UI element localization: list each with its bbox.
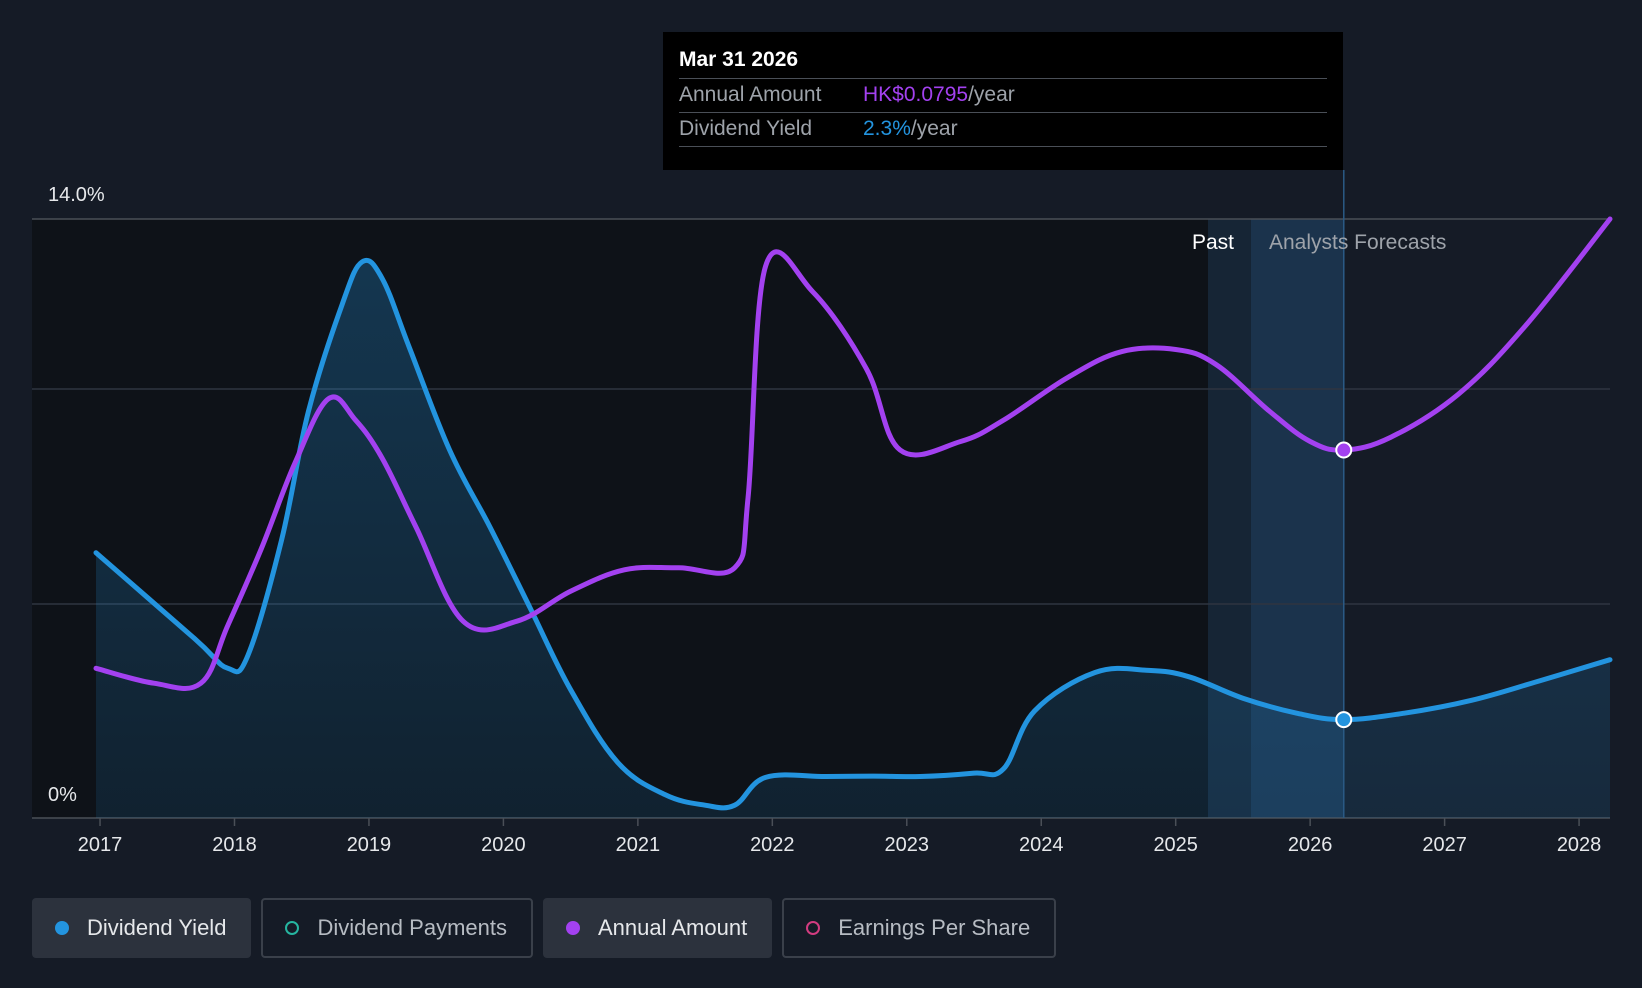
- x-tick-label: 2017: [78, 834, 123, 856]
- tooltip-annual-amount-label: Annual Amount: [679, 83, 822, 106]
- x-tick-label: 2028: [1557, 834, 1602, 856]
- legend-earnings-per-share-dot-icon: [806, 921, 821, 935]
- data-tooltip: Mar 31 2026 Annual Amount HK$0.0795 /yea…: [663, 32, 1343, 170]
- x-tick-label: 2027: [1422, 834, 1467, 856]
- annual-amount-point-marker[interactable]: [1335, 441, 1353, 459]
- tooltip-annual-amount-unit: /year: [968, 83, 1015, 106]
- x-tick-label: 2022: [750, 834, 795, 856]
- y-axis-max-label: 14.0%: [48, 184, 105, 206]
- x-tick-label: 2018: [212, 834, 257, 856]
- tooltip-annual-amount-row: Annual Amount HK$0.0795 /year: [679, 78, 1327, 112]
- x-tick-label: 2021: [616, 834, 661, 856]
- x-tick-label: 2023: [885, 834, 930, 856]
- legend-annual-amount-dot-icon: [565, 921, 580, 935]
- legend-dividend-payments-label: Dividend Payments: [317, 915, 507, 940]
- y-axis-min-label: 0%: [48, 784, 77, 806]
- dividend-yield-area: [96, 260, 1610, 818]
- tooltip-dividend-yield-value: 2.3%: [863, 117, 911, 140]
- dividend-yield-point-marker[interactable]: [1335, 711, 1353, 729]
- legend-annual-amount-label: Annual Amount: [597, 915, 748, 940]
- x-tick-label: 2025: [1153, 834, 1198, 856]
- past-region-label: Past: [1192, 231, 1234, 254]
- x-tick-label: 2020: [481, 834, 526, 856]
- x-tick-label: 2024: [1019, 834, 1064, 856]
- legend-dividend-payments-toggle[interactable]: Dividend Payments: [261, 898, 533, 958]
- annual-amount-line[interactable]: [93, 216, 1613, 691]
- legend-dividend-yield-dot-icon: [55, 921, 69, 935]
- legend-dividend-yield-toggle[interactable]: Dividend Yield: [32, 898, 252, 958]
- legend-dividend-payments-dot-icon: [285, 921, 300, 935]
- dividend-chart: 14.0% 0% Past Analysts Forecasts 2017 201…: [32, 170, 1613, 856]
- tooltip-annual-amount-value: HK$0.0795: [863, 83, 969, 106]
- legend-earnings-per-share-label: Earnings Per Share: [838, 915, 1031, 940]
- tooltip-date: Mar 31 2026: [679, 48, 799, 71]
- tooltip-dividend-yield-unit: /year: [910, 117, 958, 140]
- legend-annual-amount-toggle[interactable]: Annual Amount: [542, 898, 773, 958]
- chart-legend: Dividend Yield Dividend Payments Annual …: [32, 898, 1057, 958]
- tooltip-dividend-yield-label: Dividend Yield: [679, 117, 813, 140]
- x-tick-label: 2019: [347, 834, 392, 856]
- dividend-yield-line[interactable]: [93, 257, 1613, 811]
- x-tick-label: 2026: [1288, 834, 1333, 856]
- legend-earnings-per-share-toggle[interactable]: Earnings Per Share: [782, 898, 1057, 958]
- analysts-forecasts-label: Analysts Forecasts: [1269, 231, 1446, 254]
- tooltip-dividend-yield-row: Dividend Yield 2.3% /year: [679, 112, 1327, 147]
- x-axis: 2017 2018 2019 2020 2021 2022 2023 2024 2025 2026…: [78, 818, 1602, 856]
- legend-dividend-yield-label: Dividend Yield: [87, 915, 227, 940]
